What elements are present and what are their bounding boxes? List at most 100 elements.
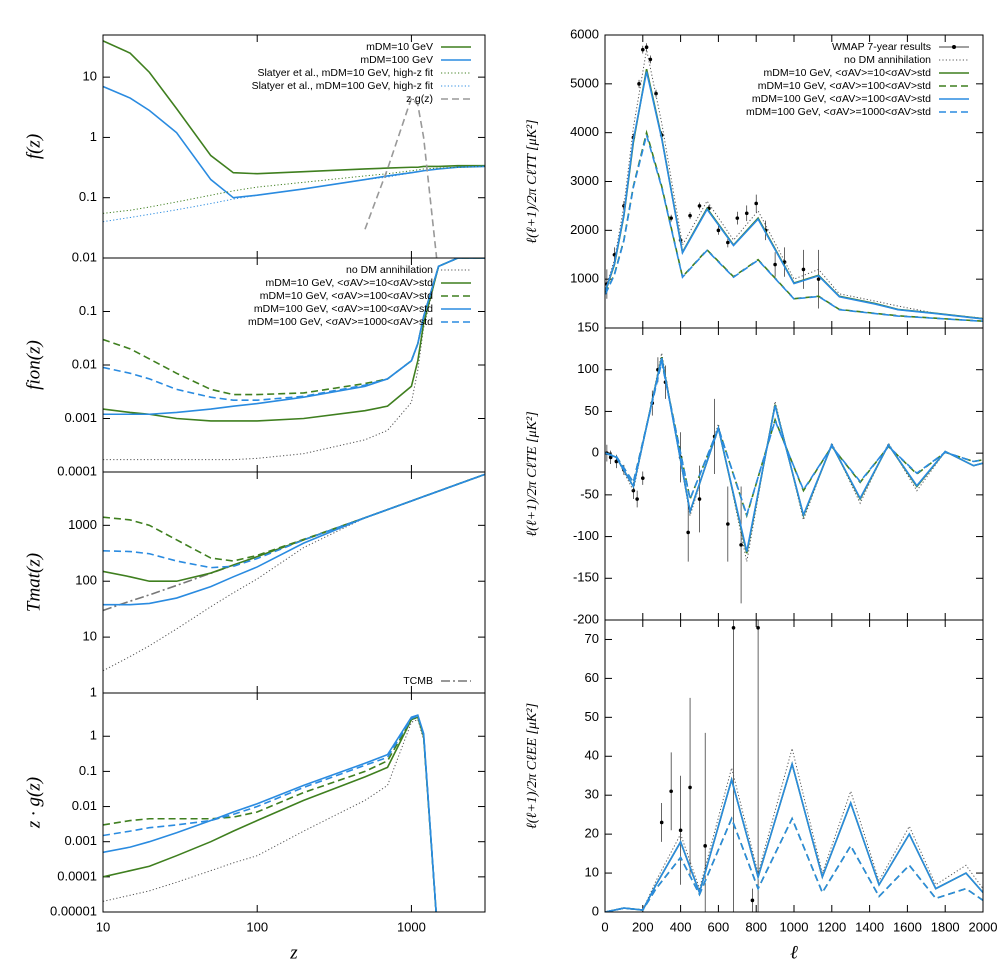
series-line — [103, 473, 485, 672]
series-line — [103, 258, 485, 416]
data-point — [754, 201, 758, 206]
data-point — [697, 204, 702, 208]
data-point — [688, 213, 692, 218]
data-point — [731, 625, 736, 630]
y-axis-title: z · g(z) — [23, 777, 44, 829]
legend-label: mDM=100 GeV, <σAV>=100<σAV>std — [254, 303, 433, 315]
data-point — [726, 240, 730, 245]
y-tick-label: 1 — [90, 728, 97, 743]
series-line — [605, 362, 983, 518]
legend-label: no DM annihilation — [844, 54, 931, 66]
series-line — [103, 165, 485, 223]
data-point — [678, 828, 683, 833]
y-tick-label: 0.001 — [64, 833, 97, 848]
y-tick-label: 30 — [585, 787, 599, 802]
data-point — [648, 57, 653, 62]
series-line — [605, 352, 983, 562]
series-line — [103, 716, 437, 912]
y-tick-label: 0.1 — [79, 303, 97, 318]
series-line — [605, 361, 983, 519]
data-point — [716, 228, 721, 233]
frame — [102, 471, 486, 694]
y-tick-label: 10 — [83, 629, 97, 644]
data-point — [644, 45, 649, 50]
y-tick-label: 0.00001 — [50, 903, 97, 918]
y-tick-label: 100 — [577, 361, 599, 376]
series-line — [605, 816, 983, 912]
data-point — [744, 211, 749, 216]
plot-area — [605, 620, 983, 912]
series-line — [103, 85, 485, 199]
data-point — [641, 476, 645, 480]
y-tick-label: 6000 — [570, 26, 599, 41]
y-tick-label: 150 — [577, 319, 599, 334]
y-tick-label: 20 — [585, 826, 599, 841]
frame — [102, 692, 486, 913]
data-point — [726, 522, 730, 526]
legend-label: TCMB — [403, 675, 433, 687]
data-point — [659, 820, 664, 825]
series-line — [605, 816, 983, 912]
series-line — [605, 761, 983, 912]
y-tick-label: -150 — [573, 570, 599, 585]
y-tick-label: 0.0001 — [57, 463, 97, 478]
y-tick-label: 5000 — [570, 75, 599, 90]
legend-label: mDM=100 GeV — [360, 54, 433, 66]
y-tick-label: -100 — [573, 528, 599, 543]
series-line — [103, 716, 437, 912]
x-tick-label: 200 — [632, 919, 654, 934]
data-point — [816, 277, 821, 281]
y-tick-label: 10 — [83, 69, 97, 84]
y-tick-label: -200 — [573, 611, 599, 626]
y-tick-label: -50 — [580, 486, 599, 501]
x-tick-label: 1000 — [397, 919, 426, 934]
x-tick-label: 10 — [96, 919, 110, 934]
x-tick-label: 1600 — [893, 919, 922, 934]
series-line — [605, 132, 983, 323]
legend-label: mDM=10 GeV, <σAV>=10<σAV>std — [266, 277, 434, 289]
x-tick-label: 1000 — [780, 919, 809, 934]
y-axis-title: ℓ(ℓ+1)/2π CℓTE [μK²] — [525, 411, 540, 536]
y-tick-label: 1 — [90, 129, 97, 144]
data-point — [608, 455, 613, 460]
x-tick-label: 0 — [601, 919, 608, 934]
y-tick-label: 50 — [585, 709, 599, 724]
legend-label: mDM=100 GeV, <σAV>=1000<σAV>std — [746, 106, 931, 118]
series-line — [103, 473, 485, 583]
legend-label: Slatyer et al., mDM=100 GeV, high-z fit — [252, 80, 433, 92]
y-tick-label: 0.01 — [72, 798, 97, 813]
x-tick-label: 1400 — [855, 919, 884, 934]
legend-swatch — [952, 45, 956, 49]
x-tick-label: 400 — [670, 919, 692, 934]
series-line — [103, 473, 485, 562]
x-axis-title: ℓ — [790, 942, 798, 963]
x-tick-label: 1200 — [817, 919, 846, 934]
data-point — [669, 789, 673, 794]
plot-area — [605, 352, 983, 604]
plot-area — [103, 40, 485, 258]
y-tick-label: 1000 — [570, 271, 599, 286]
data-point — [756, 625, 760, 630]
data-point — [614, 459, 619, 464]
y-axis-title: f(z) — [23, 134, 44, 159]
x-tick-label: 600 — [708, 919, 730, 934]
data-point — [686, 530, 690, 535]
data-point — [688, 785, 692, 790]
data-point — [801, 267, 806, 272]
legend-label: mDM=100 GeV, <σAV>=100<σAV>std — [752, 93, 931, 105]
y-tick-label: 100 — [75, 573, 97, 588]
y-tick-label: 60 — [585, 670, 599, 685]
series-line — [103, 473, 485, 569]
legend-label: mDM=10 GeV — [366, 41, 433, 53]
series-line — [364, 96, 438, 258]
data-point — [735, 216, 740, 220]
plot-area — [103, 714, 437, 912]
x-tick-label: 2000 — [969, 919, 998, 934]
legend-label: mDM=10 GeV, <σAV>=10<σAV>std — [764, 67, 932, 79]
legend-label: mDM=10 GeV, <σAV>=100<σAV>std — [758, 80, 931, 92]
series-line — [605, 357, 983, 552]
data-point — [631, 488, 636, 493]
data-point — [739, 543, 743, 547]
series-line — [605, 748, 983, 912]
y-tick-label: 0.0001 — [57, 868, 97, 883]
